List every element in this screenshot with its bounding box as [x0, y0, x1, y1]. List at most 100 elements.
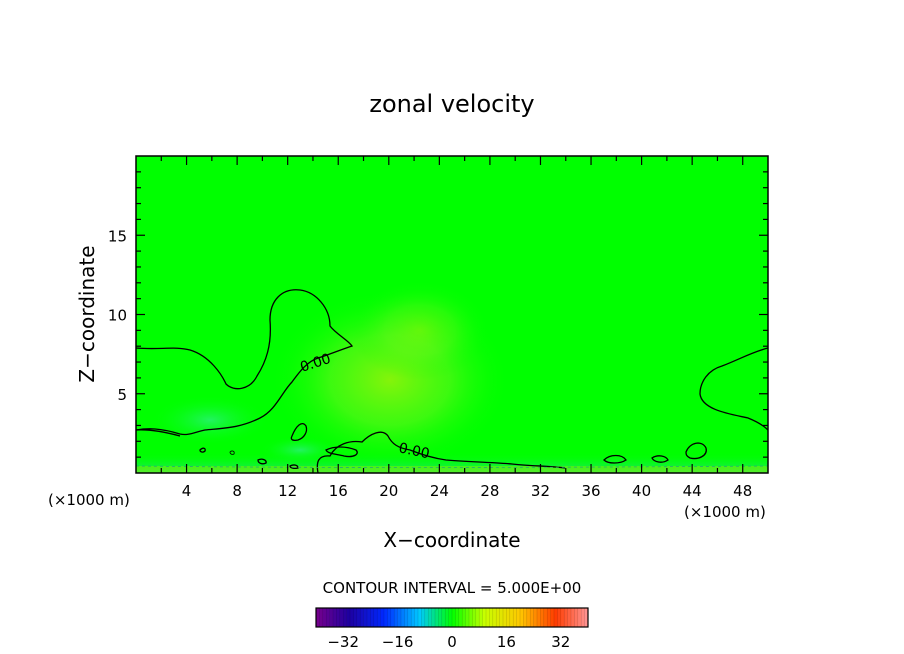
- colorbar-segment: [486, 608, 490, 627]
- x-tick-label: 8: [232, 482, 242, 500]
- small-contour-dot-4: [289, 464, 299, 470]
- colorbar-segment: [523, 608, 528, 627]
- y-tick-label: 5: [117, 386, 127, 404]
- colorbar: [315, 607, 589, 628]
- colorbar-segment: [363, 608, 368, 627]
- colorbar-segment: [475, 608, 480, 627]
- x-tick-label: 40: [632, 482, 651, 500]
- zero-contour-right-island-2: [651, 455, 669, 463]
- y-tick-label: 10: [108, 307, 127, 325]
- x-tick-label: 12: [278, 482, 297, 500]
- colorbar-segment: [421, 608, 426, 627]
- colorbar-segment: [567, 608, 572, 627]
- contour-interval-text: CONTOUR INTERVAL = 5.000E+00: [323, 579, 582, 597]
- colorbar-segment: [506, 608, 511, 627]
- colorbar-segment: [319, 608, 324, 627]
- contour-lines: [136, 289, 768, 473]
- x-axis-label: X−coordinate: [383, 528, 520, 552]
- colorbar-segment: [339, 608, 344, 627]
- x-unit-label-right: (×1000 m): [684, 503, 766, 521]
- colorbar-segment: [404, 608, 409, 627]
- zero-contour-right: [699, 347, 768, 431]
- chart-title: zonal velocity: [369, 90, 534, 118]
- zero-contour-island: [290, 422, 308, 442]
- warm-region-2: [350, 280, 490, 380]
- zero-contour-right-island-1: [603, 454, 627, 464]
- colorbar-segment: [571, 608, 575, 627]
- colorbar-tick-label: 0: [447, 633, 457, 651]
- colorbar-segment: [333, 608, 337, 627]
- colorbar-segment: [390, 608, 395, 627]
- colorbar-segment: [346, 608, 351, 627]
- colorbar-segment: [435, 608, 439, 627]
- colorbar-segment: [482, 608, 487, 627]
- y-axis-ticks: 5 10 15: [108, 171, 768, 458]
- zero-contour-bottom-inner: [325, 446, 358, 458]
- colorbar-segment: [472, 608, 477, 627]
- colorbar-segment: [407, 608, 412, 627]
- colorbar-segment: [557, 608, 562, 627]
- colorbar-segment: [380, 608, 385, 627]
- colorbar-segment: [496, 608, 500, 627]
- colorbar-segment: [540, 608, 545, 627]
- colorbar-segment: [424, 608, 429, 627]
- colorbar-tick-label: 32: [551, 633, 570, 651]
- colorbar-segment: [387, 608, 392, 627]
- colorbar-segment: [394, 608, 398, 627]
- y-axis-label: Z−coordinate: [75, 245, 99, 382]
- x-tick-label: 24: [430, 482, 449, 500]
- colorbar-segment: [479, 608, 483, 627]
- colorbar-segment: [533, 608, 538, 627]
- colorbar-segment: [316, 608, 320, 627]
- x-tick-label: 44: [683, 482, 702, 500]
- colorbar-segment: [547, 608, 551, 627]
- x-axis-ticks: 4 8 12 16 20 24 28 32 36 40 44 48: [160, 156, 752, 500]
- colorbar-segment: [329, 608, 334, 627]
- colorbar-segment: [441, 608, 446, 627]
- colorbar-segment: [343, 608, 347, 627]
- colorbar-segment: [520, 608, 524, 627]
- colorbar-segment: [428, 608, 432, 627]
- colorbar-segment: [503, 608, 507, 627]
- colorbar-segment: [492, 608, 497, 627]
- colorbar-segment: [397, 608, 402, 627]
- colorbar-segment: [353, 608, 358, 627]
- small-contour-dot-3: [257, 458, 267, 465]
- colorbar-segment: [513, 608, 517, 627]
- colorbar-segment: [336, 608, 341, 627]
- colorbar-segment: [564, 608, 568, 627]
- x-tick-label: 48: [733, 482, 752, 500]
- colorbar-segment: [526, 608, 531, 627]
- colorbar-segment: [458, 608, 463, 627]
- colorbar-tick-label: −32: [327, 633, 359, 651]
- colorbar-tick-label: −16: [382, 633, 414, 651]
- colorbar-segment: [377, 608, 381, 627]
- colorbar-tick-label: 16: [497, 633, 516, 651]
- colorbar-segment: [411, 608, 415, 627]
- colorbar-segment: [560, 608, 565, 627]
- contour-label-2: 0.00: [397, 440, 431, 462]
- colorbar-segment: [465, 608, 470, 627]
- x-tick-label: 20: [379, 482, 398, 500]
- colorbar-segment: [438, 608, 443, 627]
- colorbar-segment: [350, 608, 354, 627]
- zero-contour-bottom: [316, 431, 566, 473]
- zero-contour-right-island-3: [685, 442, 707, 460]
- colorbar-segment: [414, 608, 419, 627]
- small-contour-dot-1: [199, 447, 206, 453]
- colorbar-segment: [401, 608, 405, 627]
- field-shading: [136, 280, 768, 473]
- colorbar-segment: [452, 608, 456, 627]
- colorbar-segment: [469, 608, 473, 627]
- y-tick-label: 15: [108, 227, 127, 245]
- colorbar-segment: [448, 608, 453, 627]
- colorbar-segment: [581, 608, 585, 627]
- x-tick-label: 28: [480, 482, 499, 500]
- plot-area: 0.00 0.00: [135, 155, 769, 474]
- colorbar-segment: [543, 608, 548, 627]
- colorbar-segment: [322, 608, 327, 627]
- x-tick-label: 16: [329, 482, 348, 500]
- surface-strip: [136, 466, 768, 473]
- colorbar-segment: [418, 608, 422, 627]
- colorbar-segment: [445, 608, 449, 627]
